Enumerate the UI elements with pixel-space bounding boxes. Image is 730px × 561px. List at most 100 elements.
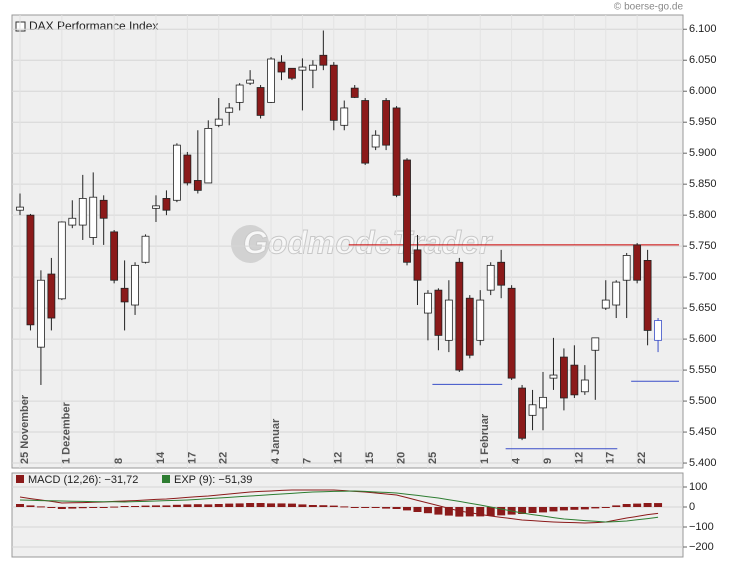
histogram-bar <box>518 507 527 514</box>
histogram-bar <box>57 507 66 509</box>
histogram-bar <box>654 503 663 507</box>
x-tick-label: 4 <box>511 457 523 464</box>
macd-line <box>19 489 659 524</box>
y-tick-label: 6.100 <box>689 23 717 35</box>
y-tick-label: 5.700 <box>689 271 717 283</box>
histogram-bar <box>329 505 338 507</box>
histogram-bar <box>36 506 45 508</box>
candle-body <box>277 61 286 73</box>
x-tick-label: 7 <box>301 458 313 464</box>
candle-body <box>622 255 631 281</box>
candle-body <box>340 107 349 126</box>
histogram-bar <box>643 503 652 507</box>
y-tick-label: 5.950 <box>689 116 717 128</box>
candle-body <box>235 84 244 103</box>
candle-body <box>172 144 181 201</box>
histogram-bar <box>78 507 87 509</box>
candle-body <box>612 281 621 306</box>
histogram-bar <box>110 506 119 508</box>
macd-line <box>19 490 659 523</box>
histogram-bar <box>455 507 464 517</box>
candle-body <box>152 205 160 209</box>
candle-body <box>288 67 296 79</box>
histogram-bar <box>235 503 244 507</box>
histogram-bar <box>172 504 181 507</box>
candle-body <box>78 198 87 226</box>
histogram-bar <box>151 505 160 507</box>
histogram-bar <box>591 507 600 509</box>
x-tick-label: 25 November <box>19 394 31 464</box>
watermark-logo <box>231 225 269 263</box>
histogram-bar <box>26 505 35 507</box>
candle-body <box>329 64 338 121</box>
candle-body <box>308 64 317 71</box>
candle-body <box>392 107 401 196</box>
candle-body <box>560 356 568 399</box>
candle-body <box>57 221 66 300</box>
candle-body <box>267 58 275 103</box>
y-tick-label: 5.500 <box>689 395 717 407</box>
histogram-bar <box>549 507 558 512</box>
histogram-bar <box>361 507 370 508</box>
histogram-bar <box>267 503 276 507</box>
x-tick-label: 12 <box>333 452 345 464</box>
candle-body <box>246 79 255 84</box>
histogram-bar <box>16 504 24 507</box>
x-tick-label: 4 Januar <box>270 418 282 464</box>
histogram-bar <box>444 507 453 516</box>
candle-body <box>16 206 24 211</box>
candle-body <box>549 374 558 379</box>
histogram-bar <box>423 507 432 514</box>
x-tick-label: 17 <box>186 452 198 464</box>
candle-body <box>444 299 453 341</box>
candle-body <box>403 159 411 263</box>
y-tick-label: 5.900 <box>689 147 717 159</box>
x-tick-label: 25 <box>427 452 439 464</box>
histogram-bar <box>403 507 412 511</box>
y-tick-label: 6.050 <box>689 54 717 66</box>
histogram-bar <box>392 507 401 509</box>
histogram-bar <box>89 507 98 508</box>
candle-body <box>382 100 391 146</box>
y-tick-label: 5.850 <box>689 178 717 190</box>
candle-body <box>204 128 213 184</box>
candle-body <box>601 299 610 309</box>
candle-body <box>225 107 234 113</box>
candle-body <box>371 134 380 148</box>
x-tick-label: 9 <box>542 458 554 464</box>
candle-body <box>497 261 506 286</box>
y-tick-label: 5.800 <box>689 209 717 221</box>
candle-body <box>507 287 516 379</box>
candle-body <box>643 260 652 331</box>
legend-label: DAX Performance Index <box>29 19 158 33</box>
histogram-bar <box>193 504 202 507</box>
histogram-bar <box>622 504 631 507</box>
histogram-bar <box>559 507 568 511</box>
y-tick-label: 0 <box>689 501 695 513</box>
candle-body <box>26 214 35 326</box>
histogram-bar <box>382 507 391 509</box>
histogram-bar <box>131 506 140 507</box>
x-tick-label: 17 <box>605 452 617 464</box>
histogram-bar <box>539 507 547 513</box>
candle-body <box>465 297 474 356</box>
candle-body <box>89 196 98 238</box>
candle-body <box>424 292 432 314</box>
histogram-bar <box>141 505 150 507</box>
y-tick-label: −100 <box>689 521 714 533</box>
candle-body <box>539 396 547 409</box>
candle-body <box>131 264 139 306</box>
histogram-bar <box>612 505 621 507</box>
legend-swatch <box>16 475 24 483</box>
histogram-bar <box>256 503 265 507</box>
copyright: © boerse-go.de <box>614 2 684 13</box>
y-tick-label: 5.650 <box>689 302 717 314</box>
histogram-bar <box>277 503 286 507</box>
candle-body <box>361 100 370 164</box>
candle-body <box>298 66 307 71</box>
legend-label: MACD (12,26): −31,72 <box>28 474 138 486</box>
x-tick-label: 20 <box>395 452 407 464</box>
candle-body <box>162 198 171 211</box>
x-tick-label: 22 <box>636 452 648 464</box>
